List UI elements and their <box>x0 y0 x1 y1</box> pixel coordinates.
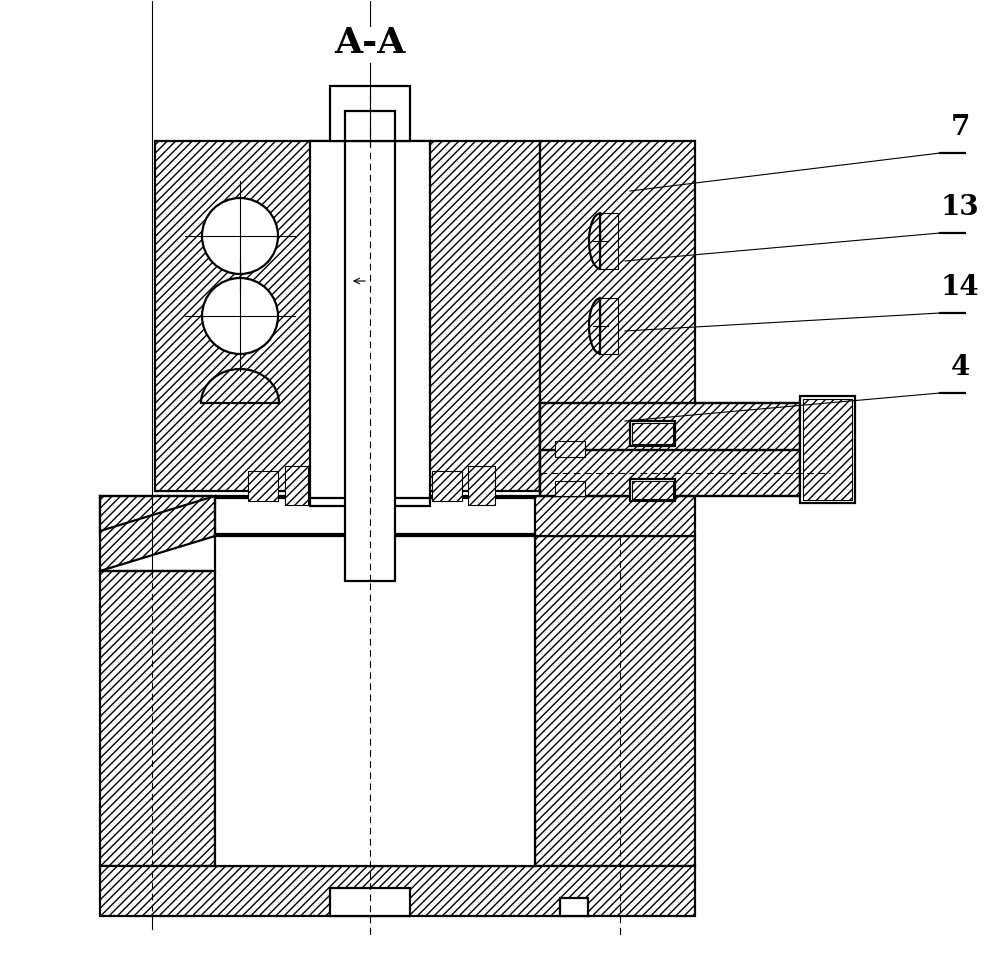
Bar <box>630 421 675 446</box>
Polygon shape <box>555 481 585 496</box>
Circle shape <box>202 198 278 274</box>
Bar <box>630 479 675 501</box>
Text: 13: 13 <box>941 194 979 221</box>
Polygon shape <box>100 571 215 866</box>
Bar <box>330 888 410 916</box>
Text: 14: 14 <box>941 274 979 301</box>
Polygon shape <box>540 403 800 451</box>
Polygon shape <box>600 298 618 354</box>
Polygon shape <box>632 423 673 444</box>
Polygon shape <box>155 141 540 491</box>
Polygon shape <box>432 471 462 501</box>
Bar <box>800 396 855 503</box>
Text: 7: 7 <box>950 114 970 141</box>
Bar <box>215 498 535 534</box>
Bar <box>215 536 535 866</box>
Polygon shape <box>285 466 308 505</box>
Polygon shape <box>468 466 495 505</box>
Bar <box>540 403 800 451</box>
Polygon shape <box>540 141 695 491</box>
Polygon shape <box>555 441 585 457</box>
Bar <box>345 111 395 141</box>
Bar <box>560 898 588 916</box>
Text: 4: 4 <box>950 354 970 381</box>
Polygon shape <box>632 481 673 499</box>
Bar <box>540 450 800 496</box>
Polygon shape <box>248 471 278 501</box>
Text: A-A: A-A <box>334 26 406 60</box>
Bar <box>310 141 430 506</box>
Polygon shape <box>535 536 695 866</box>
Polygon shape <box>803 399 852 500</box>
Polygon shape <box>540 450 800 496</box>
Polygon shape <box>100 496 215 571</box>
Circle shape <box>202 278 278 354</box>
Polygon shape <box>100 866 695 916</box>
Polygon shape <box>100 496 695 536</box>
Bar <box>345 141 395 581</box>
Bar <box>330 86 410 141</box>
Polygon shape <box>600 213 618 269</box>
